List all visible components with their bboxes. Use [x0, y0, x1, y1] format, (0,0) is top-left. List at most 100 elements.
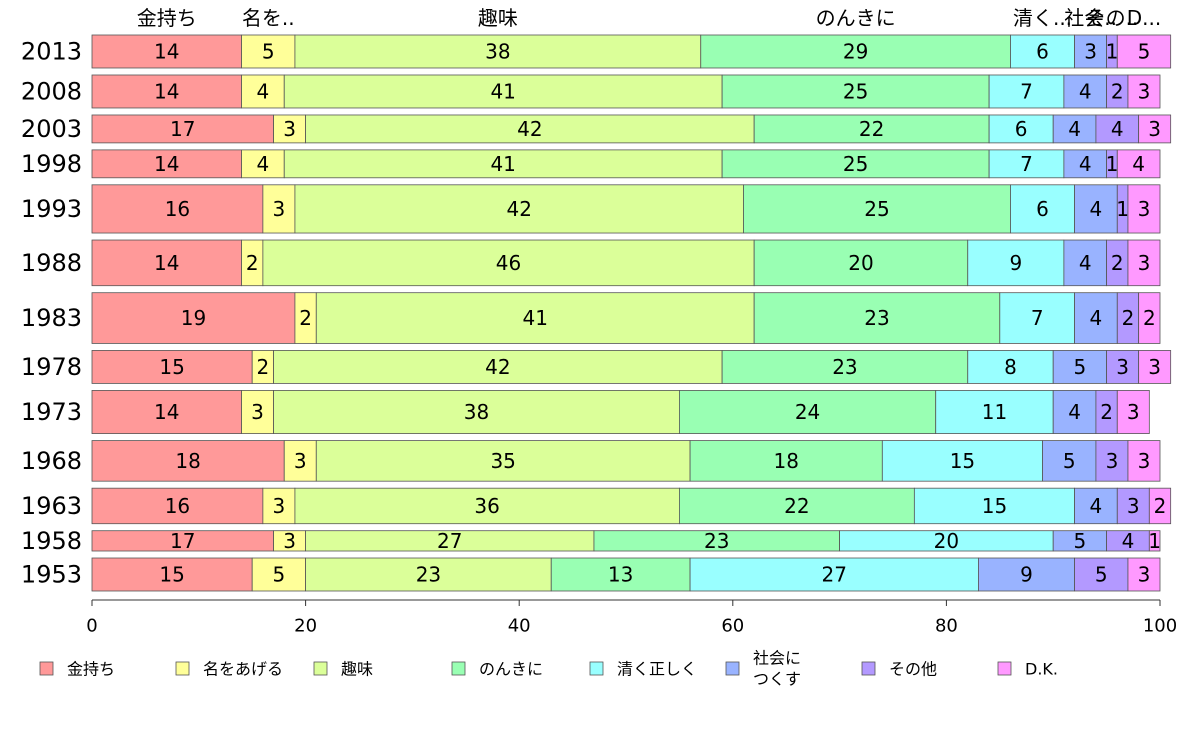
data-label: 41	[522, 306, 547, 330]
bar-segment	[241, 390, 274, 434]
data-label: 2	[1122, 306, 1135, 330]
legend-label: 名をあげる	[203, 660, 283, 679]
data-label: 9	[1020, 563, 1033, 587]
data-label: 7	[1020, 152, 1033, 176]
bar-segment	[315, 440, 691, 482]
bar-segment	[262, 487, 296, 525]
bar-segment	[1148, 487, 1172, 525]
data-label: 18	[773, 449, 798, 473]
bar-segment	[1116, 34, 1172, 69]
data-label: 22	[784, 494, 809, 518]
data-label: 3	[1148, 117, 1161, 141]
data-label: 2	[1154, 494, 1167, 518]
bar-segment	[1116, 390, 1150, 434]
year-label: 1978	[21, 353, 82, 381]
legend-swatch	[451, 661, 466, 676]
data-label: 4	[1111, 117, 1124, 141]
year-label: 2008	[21, 77, 82, 105]
bar-segment	[743, 184, 1011, 234]
bar-segment	[1052, 350, 1107, 384]
legend-label: 社会につくす	[753, 649, 801, 689]
data-label: 4	[1079, 152, 1092, 176]
data-label: 4	[1090, 197, 1103, 221]
data-label: 3	[1127, 494, 1140, 518]
data-label: 19	[181, 306, 206, 330]
data-label: 42	[517, 117, 542, 141]
data-label: 25	[843, 79, 868, 103]
data-label: 16	[165, 197, 190, 221]
bar-segment	[999, 292, 1075, 344]
data-label: 5	[262, 39, 275, 63]
data-label: 2	[1111, 79, 1124, 103]
top-category-label: 趣味	[478, 6, 518, 30]
data-label: 2	[1111, 251, 1124, 275]
data-label: 7	[1031, 306, 1044, 330]
data-label: 9	[1009, 251, 1022, 275]
top-category-label: 社会..	[1064, 6, 1117, 30]
x-tick-label: 20	[294, 616, 317, 637]
bar-segment	[283, 74, 723, 109]
bar-segment	[967, 350, 1054, 384]
legend: 金持ち 名をあげる 趣味 のんきに 清く正しく 社会につくす その他 D.K.	[39, 649, 1058, 689]
x-axis: 0 20 40 60 80 100	[86, 599, 1177, 637]
data-label: 5	[1074, 355, 1087, 379]
data-label: 17	[170, 529, 195, 553]
data-label: 4	[1068, 117, 1081, 141]
data-label: 23	[864, 306, 889, 330]
top-category-label: 金持ち	[137, 6, 197, 30]
data-label: 38	[485, 39, 510, 63]
bar-segment	[91, 34, 242, 69]
data-label: 15	[159, 563, 184, 587]
data-label: 3	[1084, 39, 1097, 63]
data-label: 42	[506, 197, 531, 221]
bar-segment	[988, 74, 1065, 109]
data-label: 4	[1068, 400, 1081, 424]
bar-segment	[91, 74, 242, 109]
data-label: 41	[490, 152, 515, 176]
x-tick-label: 0	[86, 616, 97, 637]
bar-segment	[1052, 390, 1097, 434]
top-category-label: その..	[1086, 6, 1139, 30]
data-label: 7	[1020, 79, 1033, 103]
bar-segment	[1063, 149, 1108, 179]
bar-segment	[753, 292, 1001, 344]
data-label: 25	[864, 197, 889, 221]
data-label: 3	[1138, 449, 1151, 473]
bar-segment	[91, 239, 242, 287]
year-label: 2013	[21, 37, 82, 65]
data-label: 1	[1148, 529, 1161, 553]
year-label: 1958	[21, 527, 82, 555]
data-label: 3	[283, 117, 296, 141]
bar-segment	[1138, 114, 1172, 144]
bar-segment	[1138, 292, 1161, 344]
bar-segment	[91, 440, 285, 482]
legend-swatch	[175, 661, 190, 676]
data-label: 15	[982, 494, 1007, 518]
bar-segment	[294, 184, 744, 234]
x-tick-label: 100	[1143, 616, 1177, 637]
data-label: 3	[283, 529, 296, 553]
data-label: 4	[1122, 529, 1135, 553]
data-label: 14	[154, 400, 179, 424]
year-label: 1973	[21, 398, 82, 426]
bar-segment	[241, 149, 285, 179]
data-label: 3	[1138, 251, 1151, 275]
bar-segment	[700, 34, 1011, 69]
data-label: 15	[950, 449, 975, 473]
data-label: 5	[1095, 563, 1108, 587]
x-tick-label: 40	[508, 616, 531, 637]
top-category-label: 名を..	[242, 6, 295, 30]
data-label: 6	[1015, 117, 1028, 141]
legend-label: D.K.	[1025, 660, 1058, 679]
data-label: 41	[490, 79, 515, 103]
data-label: 3	[1138, 197, 1151, 221]
data-label: 5	[1063, 449, 1076, 473]
bar-segment	[1074, 34, 1108, 69]
bar-segment	[978, 557, 1075, 592]
data-label: 6	[1036, 39, 1049, 63]
data-label: 3	[1116, 355, 1129, 379]
data-label: 1	[1106, 152, 1119, 176]
legend-swatch	[39, 661, 54, 676]
data-label: 3	[1148, 355, 1161, 379]
legend-swatch	[589, 661, 604, 676]
